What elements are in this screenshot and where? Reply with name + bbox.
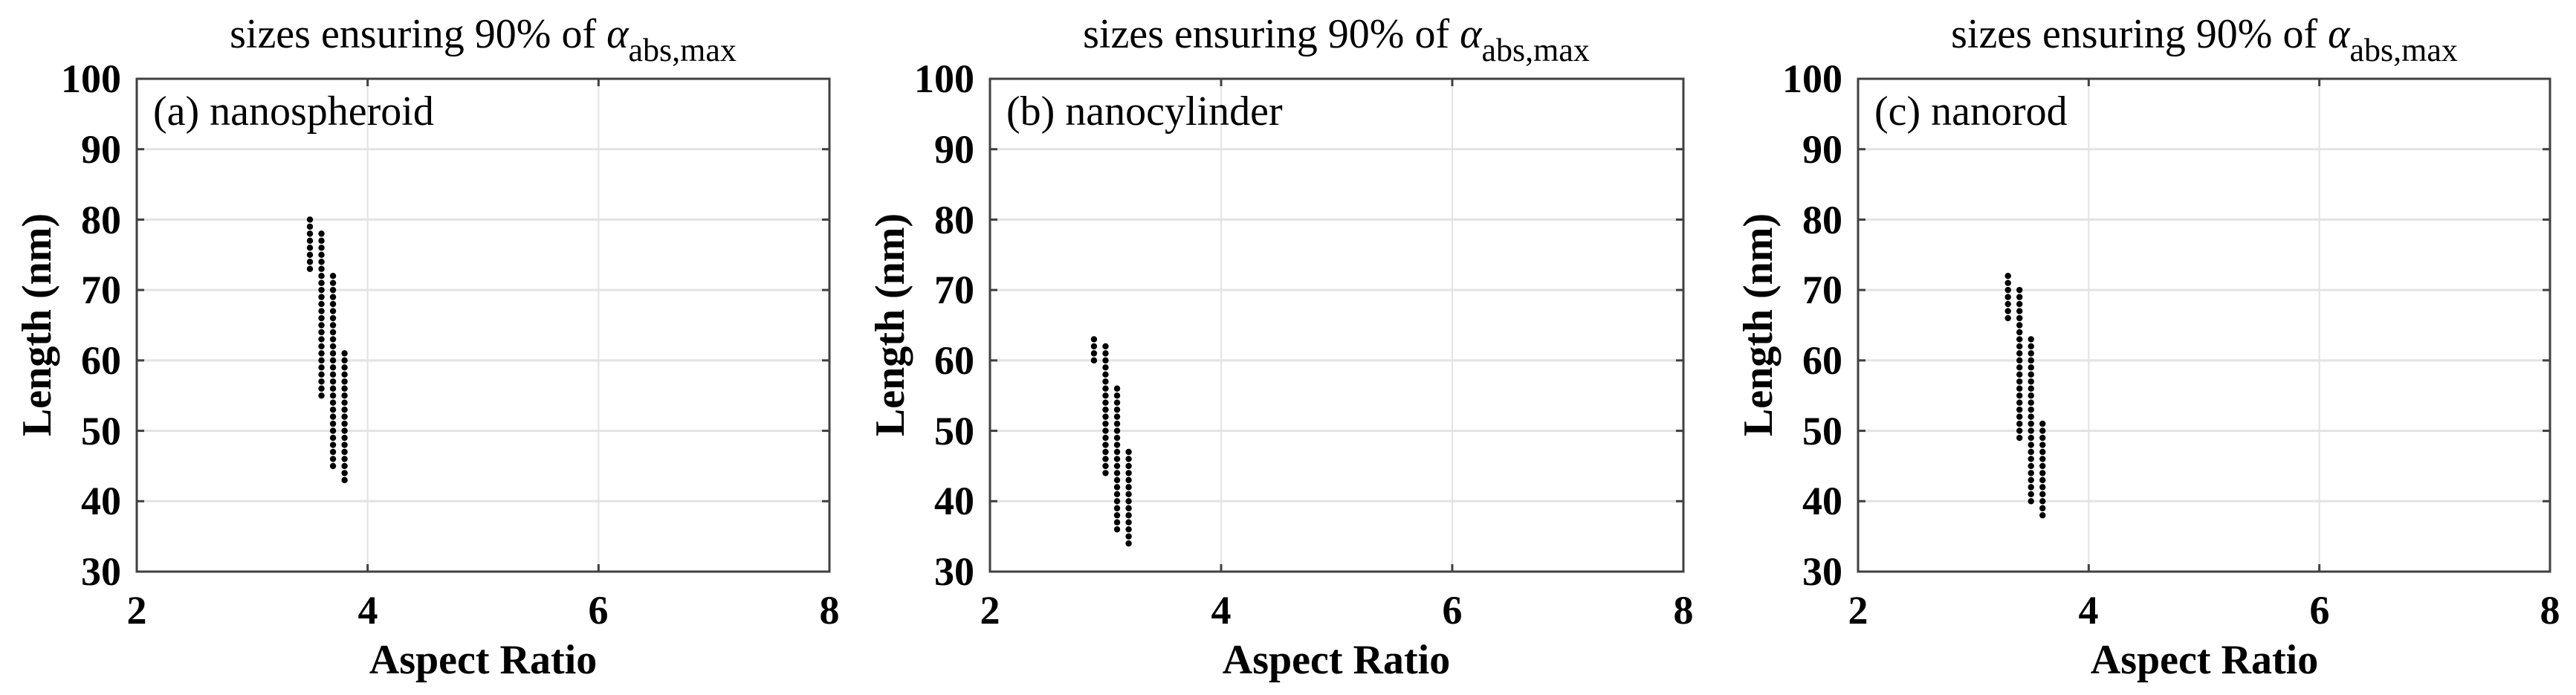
y-tick-label: 80 [81, 198, 121, 242]
title-subscript: abs,max [1481, 32, 1590, 68]
title-subscript: abs,max [2349, 32, 2458, 68]
grid-lines [136, 77, 830, 573]
y-tick-label: 60 [81, 338, 121, 383]
title-text: sizes ensuring 90% of [1083, 11, 1460, 57]
y-tick-label: 50 [81, 409, 121, 453]
y-axis-label: Length (nm) [14, 213, 60, 437]
tick-marks [135, 77, 831, 573]
y-tick-label: 30 [1802, 549, 1842, 594]
title-text: sizes ensuring 90% of [230, 11, 607, 57]
y-tick-label: 90 [81, 127, 121, 172]
x-tick-label: 4 [2078, 588, 2099, 633]
grid-lines [1857, 77, 2551, 573]
y-axis-label: Length (nm) [1735, 213, 1781, 437]
tick-marks [988, 77, 1685, 573]
panel-a: sizes ensuring 90% of αabs,max (a) nanos… [0, 0, 862, 695]
alpha-symbol: α [2328, 11, 2350, 57]
alpha-symbol: α [1460, 11, 1482, 57]
panel-b-annotation: (b) nanocylinder [1006, 88, 1283, 135]
x-axis-label: Aspect Ratio [1222, 637, 1451, 683]
y-tick-label: 80 [1802, 198, 1842, 242]
y-tick-label: 30 [81, 549, 121, 594]
y-tick-label: 50 [934, 409, 974, 453]
axes-box [988, 77, 1685, 573]
y-axis-label: Length (nm) [867, 213, 913, 437]
grid-lines [989, 77, 1684, 573]
x-axis-label: Aspect Ratio [2090, 637, 2319, 683]
y-tick-label: 40 [934, 479, 974, 523]
x-tick-label: 6 [1442, 588, 1463, 633]
title-text: sizes ensuring 90% of [1951, 11, 2329, 57]
panel-a-title: sizes ensuring 90% of αabs,max [230, 10, 737, 67]
scatter-markers [1090, 336, 1132, 547]
alpha-symbol: α [606, 11, 629, 57]
y-tick-label: 40 [1802, 479, 1842, 523]
x-tick-label: 6 [2309, 588, 2330, 633]
panel-c-plot-area [1857, 77, 2551, 573]
x-axis-label: Aspect Ratio [369, 637, 598, 683]
y-tick-label: 70 [1802, 268, 1842, 312]
y-tick-label: 60 [1802, 338, 1842, 383]
panel-a-annotation: (a) nanospheroid [153, 88, 434, 135]
y-tick-label: 90 [934, 127, 974, 172]
x-tick-label: 2 [1848, 588, 1868, 633]
x-tick-label: 4 [1211, 588, 1232, 633]
scatter-markers [306, 216, 348, 484]
panel-b: sizes ensuring 90% of αabs,max (b) nanoc… [855, 0, 1717, 695]
panel-b-plot-area [988, 77, 1685, 573]
y-tick-label: 40 [81, 479, 121, 523]
x-tick-label: 2 [980, 588, 1000, 633]
panel-c: sizes ensuring 90% of αabs,max (c) nanor… [1709, 0, 2576, 695]
panel-c-annotation: (c) nanorod [1874, 88, 2068, 135]
x-tick-label: 8 [2540, 588, 2560, 633]
x-tick-label: 4 [357, 588, 378, 633]
panel-c-title: sizes ensuring 90% of αabs,max [1951, 10, 2458, 67]
panel-b-title: sizes ensuring 90% of αabs,max [1083, 10, 1590, 67]
y-tick-label: 70 [934, 268, 974, 312]
axes-box [135, 77, 831, 573]
y-tick-label: 60 [934, 338, 974, 383]
y-tick-label: 50 [1802, 409, 1842, 453]
x-tick-label: 8 [819, 588, 840, 633]
tick-marks [1857, 77, 2551, 573]
axes-box [1857, 77, 2551, 573]
x-tick-label: 6 [588, 588, 609, 633]
title-subscript: abs,max [628, 32, 737, 68]
y-tick-label: 100 [914, 56, 974, 101]
y-tick-label: 90 [1802, 127, 1842, 172]
y-tick-label: 80 [934, 198, 974, 242]
panel-a-plot-area [135, 77, 831, 573]
x-tick-label: 8 [1673, 588, 1694, 633]
scatter-markers [2004, 273, 2046, 519]
y-tick-label: 100 [1782, 56, 1842, 101]
y-tick-label: 100 [61, 56, 121, 101]
y-tick-label: 30 [934, 549, 974, 594]
x-tick-label: 2 [126, 588, 147, 633]
y-tick-label: 70 [81, 268, 121, 312]
